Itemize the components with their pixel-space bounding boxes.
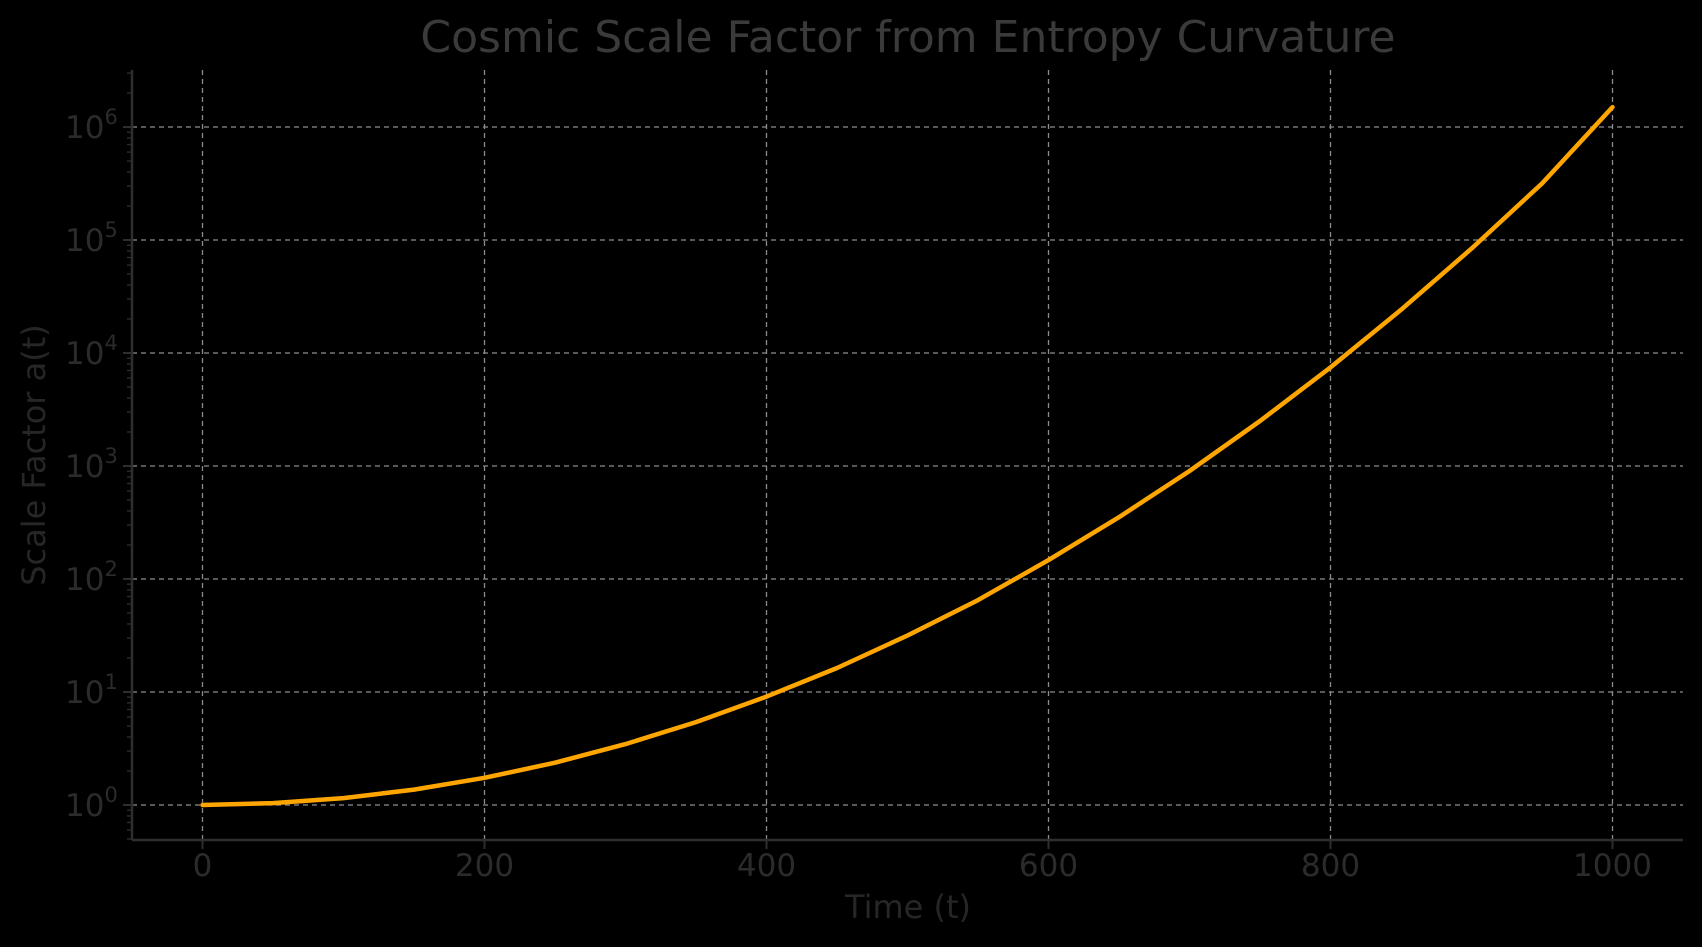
y-tick-label: 104 (65, 331, 118, 372)
x-tick-label: 200 (455, 848, 514, 884)
x-tick-label: 400 (737, 848, 796, 884)
x-tick-label: 0 (193, 848, 213, 884)
chart-title: Cosmic Scale Factor from Entropy Curvatu… (420, 12, 1395, 63)
x-tick-label: 800 (1301, 848, 1360, 884)
y-tick-label: 101 (65, 670, 118, 711)
series (200, 104, 1615, 808)
grid (132, 70, 1683, 840)
y-axis-label: Scale Factor a(t) (15, 324, 53, 586)
series-line (200, 104, 1615, 808)
x-tick-label: 1000 (1573, 848, 1652, 884)
x-axis-label: Time (t) (844, 888, 971, 926)
y-tick-label: 106 (65, 105, 118, 146)
axes-spines (130, 70, 1683, 842)
ticks: 0 200 400 600 800 1000 100 101 102 103 104 105 106 (65, 72, 1652, 884)
y-tick-label: 105 (65, 218, 118, 259)
y-tick-label: 100 (65, 783, 118, 824)
x-tick-label: 600 (1019, 848, 1078, 884)
y-tick-label: 103 (65, 444, 118, 485)
y-tick-label: 102 (65, 557, 118, 598)
